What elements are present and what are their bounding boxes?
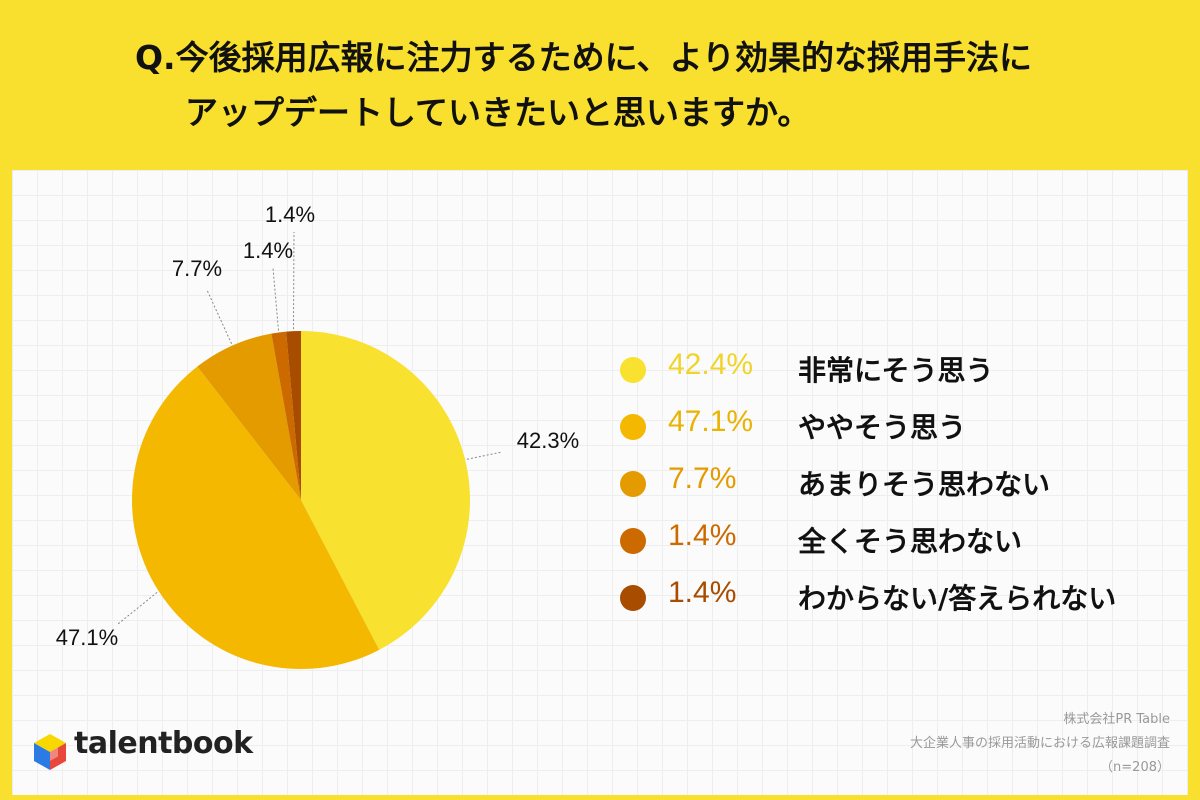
legend-dot: [620, 528, 646, 554]
legend-percent: 42.4%: [668, 348, 754, 381]
logo-text: talentbook: [74, 726, 253, 761]
source-credit: 株式会社PR Table 大企業人事の採用活動における広報課題調査 （n=208…: [910, 708, 1170, 780]
legend-label: わからない/答えられない: [798, 582, 1117, 615]
pie-slice: [301, 331, 471, 650]
credit-sample: （n=208）: [1100, 760, 1170, 775]
leader-line: [117, 591, 158, 625]
leader-line: [206, 289, 233, 344]
leader-line: [292, 231, 295, 330]
slice-data-label: 42.3%: [517, 428, 579, 453]
legend-label: 全くそう思わない: [798, 525, 1023, 558]
legend-percent: 7.7%: [668, 462, 737, 495]
pie-slice: [197, 333, 301, 500]
title-line-1: Q.今後採用広報に注力するために、より効果的な採用手法に: [135, 38, 1032, 77]
pie-slice: [131, 366, 380, 669]
slice-data-label: 7.7%: [172, 256, 222, 281]
legend-percent: 1.4%: [668, 519, 737, 552]
pie-slice: [271, 331, 301, 500]
leader-line: [466, 451, 503, 460]
legend-dot: [620, 414, 646, 440]
title-line-2: アップデートしていきたいと思いますか。: [185, 93, 811, 132]
legend-label: 非常にそう思う: [798, 354, 994, 387]
legend-label: ややそう思う: [798, 411, 967, 444]
credit-survey: 大企業人事の採用活動における広報課題調査: [909, 736, 1170, 751]
slice-data-label: 1.4%: [243, 238, 293, 263]
pie-slice: [286, 331, 301, 500]
leader-line: [272, 267, 279, 331]
legend-dot: [620, 471, 646, 497]
legend-percent: 1.4%: [668, 576, 737, 609]
legend-dot: [620, 585, 646, 611]
credit-company: 株式会社PR Table: [1063, 712, 1170, 727]
slice-data-label: 47.1%: [56, 625, 118, 650]
legend-percent: 47.1%: [668, 405, 754, 438]
talentbook-logo: talentbook: [30, 726, 253, 776]
legend-label: あまりそう思わない: [798, 468, 1051, 501]
cube-icon: [34, 734, 66, 770]
legend-dot: [620, 357, 646, 383]
slice-data-label: 1.4%: [265, 202, 315, 227]
